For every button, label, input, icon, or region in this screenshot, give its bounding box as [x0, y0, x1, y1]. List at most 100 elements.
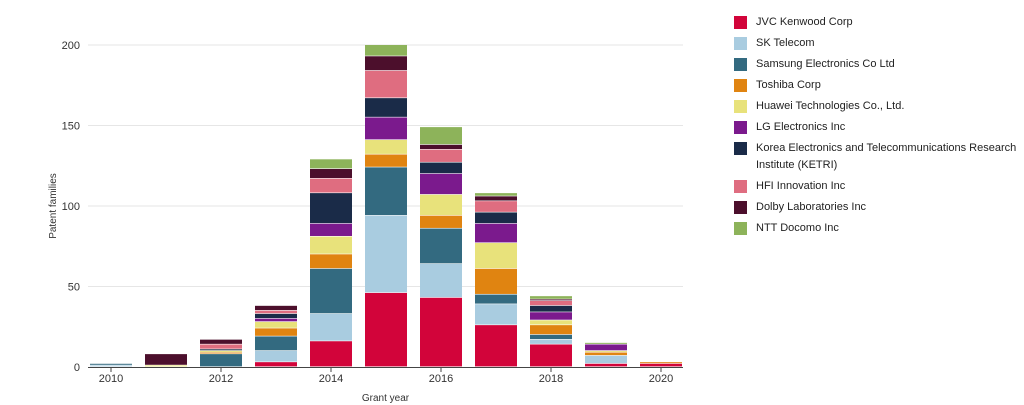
bar-segment: [420, 144, 462, 150]
bar-segment: [475, 223, 517, 243]
bar-segment: [420, 263, 462, 298]
legend-swatch: [734, 142, 747, 155]
y-tick-label: 0: [74, 362, 80, 374]
x-tick-label: 2010: [99, 373, 123, 385]
bar-segment: [255, 328, 297, 336]
legend-swatch: [734, 16, 747, 29]
bar-segment: [365, 56, 407, 71]
legend-item[interactable]: Toshiba Corp: [734, 77, 1024, 94]
legend-label: Samsung Electronics Co Ltd: [756, 58, 895, 70]
legend-item[interactable]: Dolby Laboratories Inc: [734, 199, 1024, 216]
bar-segment: [255, 321, 297, 328]
bar-segment: [90, 363, 132, 365]
bar-segment: [310, 168, 352, 179]
bar-segment: [200, 339, 242, 344]
bars: [90, 45, 682, 367]
legend-swatch: [734, 100, 747, 113]
legend-label: Huawei Technologies Co., Ltd.: [756, 100, 905, 112]
bar-segment: [420, 297, 462, 367]
bar-segment: [585, 363, 627, 367]
legend-item[interactable]: NTT Docomo Inc: [734, 220, 1024, 237]
legend-item[interactable]: SK Telecom: [734, 35, 1024, 52]
bar-segment: [475, 294, 517, 304]
bar-segment: [145, 354, 187, 365]
legend-item[interactable]: Huawei Technologies Co., Ltd.: [734, 98, 1024, 115]
legend-item[interactable]: LG Electronics Inc: [734, 119, 1024, 136]
bar-segment: [530, 305, 572, 312]
legend-item[interactable]: HFI Innovation Inc: [734, 178, 1024, 195]
legend-item[interactable]: JVC Kenwood Corp: [734, 14, 1024, 31]
bar-segment: [420, 149, 462, 162]
legend-label: NTT Docomo Inc: [756, 222, 839, 234]
y-tick-label: 200: [62, 40, 80, 52]
bar-segment: [310, 223, 352, 236]
bar-segment: [530, 334, 572, 340]
x-tick-label: 2014: [319, 373, 343, 385]
bar-segment: [585, 344, 627, 351]
legend-swatch: [734, 180, 747, 193]
bar-segment: [475, 196, 517, 201]
bar-segment: [200, 352, 242, 354]
bar-segment: [475, 201, 517, 212]
y-tick-label: 150: [62, 121, 80, 133]
bar-segment: [310, 268, 352, 314]
legend-swatch: [734, 222, 747, 235]
y-tick-label: 50: [68, 282, 80, 294]
bar-segment: [420, 162, 462, 174]
bar-segment: [475, 304, 517, 325]
bar-segment: [365, 117, 407, 140]
bar-segment: [420, 173, 462, 195]
bar-segment: [585, 352, 627, 356]
bar-segment: [585, 350, 627, 352]
bar-segment: [365, 139, 407, 154]
legend-label: HFI Innovation Inc: [756, 180, 846, 192]
y-axis-title: Patent families: [48, 173, 59, 239]
bar-segment: [475, 212, 517, 224]
bar-segment: [365, 98, 407, 117]
bar-segment: [585, 342, 627, 344]
bar-segment: [255, 305, 297, 311]
legend-item[interactable]: Samsung Electronics Co Ltd: [734, 56, 1024, 73]
bar-segment: [310, 236, 352, 254]
bar-segment: [310, 159, 352, 169]
legend-label: Dolby Laboratories Inc: [756, 201, 867, 213]
bar-segment: [475, 268, 517, 294]
x-tick-label: 2018: [539, 373, 563, 385]
legend-swatch: [734, 79, 747, 92]
bar-segment: [365, 70, 407, 98]
bar-segment: [420, 127, 462, 145]
bar-segment: [475, 243, 517, 269]
bar-segment: [310, 341, 352, 367]
legend-swatch: [734, 201, 747, 214]
bar-segment: [530, 344, 572, 367]
legend-item[interactable]: Korea Electronics and Telecommunications…: [734, 140, 1024, 174]
bar-segment: [200, 344, 242, 349]
axes: 0 50 100 150 200 2010 2012 2014 2016 2018 2020 Pa…: [48, 40, 683, 404]
bar-segment: [365, 167, 407, 216]
bar-segment: [530, 300, 572, 306]
bar-segment: [90, 365, 132, 367]
bar-segment: [640, 362, 682, 364]
legend-label: SK Telecom: [756, 37, 815, 49]
legend-swatch: [734, 58, 747, 71]
bar-segment: [640, 363, 682, 367]
y-tick-labels: 0 50 100 150 200: [62, 40, 80, 374]
bar-segment: [475, 193, 517, 196]
bar-segment: [310, 178, 352, 193]
x-tick-label: 2020: [649, 373, 673, 385]
bar-segment: [255, 362, 297, 367]
bar-segment: [420, 194, 462, 216]
x-tick-label: 2016: [429, 373, 453, 385]
bar-segment: [200, 354, 242, 367]
bar-segment: [365, 154, 407, 167]
bar-segment: [475, 325, 517, 367]
bar-segment: [255, 336, 297, 351]
bar-segment: [365, 45, 407, 56]
bar-segment: [255, 350, 297, 362]
bar-segment: [420, 215, 462, 228]
legend-swatch: [734, 37, 747, 50]
bar-segment: [310, 313, 352, 341]
bar-segment: [365, 215, 407, 293]
bar-segment: [585, 355, 627, 364]
